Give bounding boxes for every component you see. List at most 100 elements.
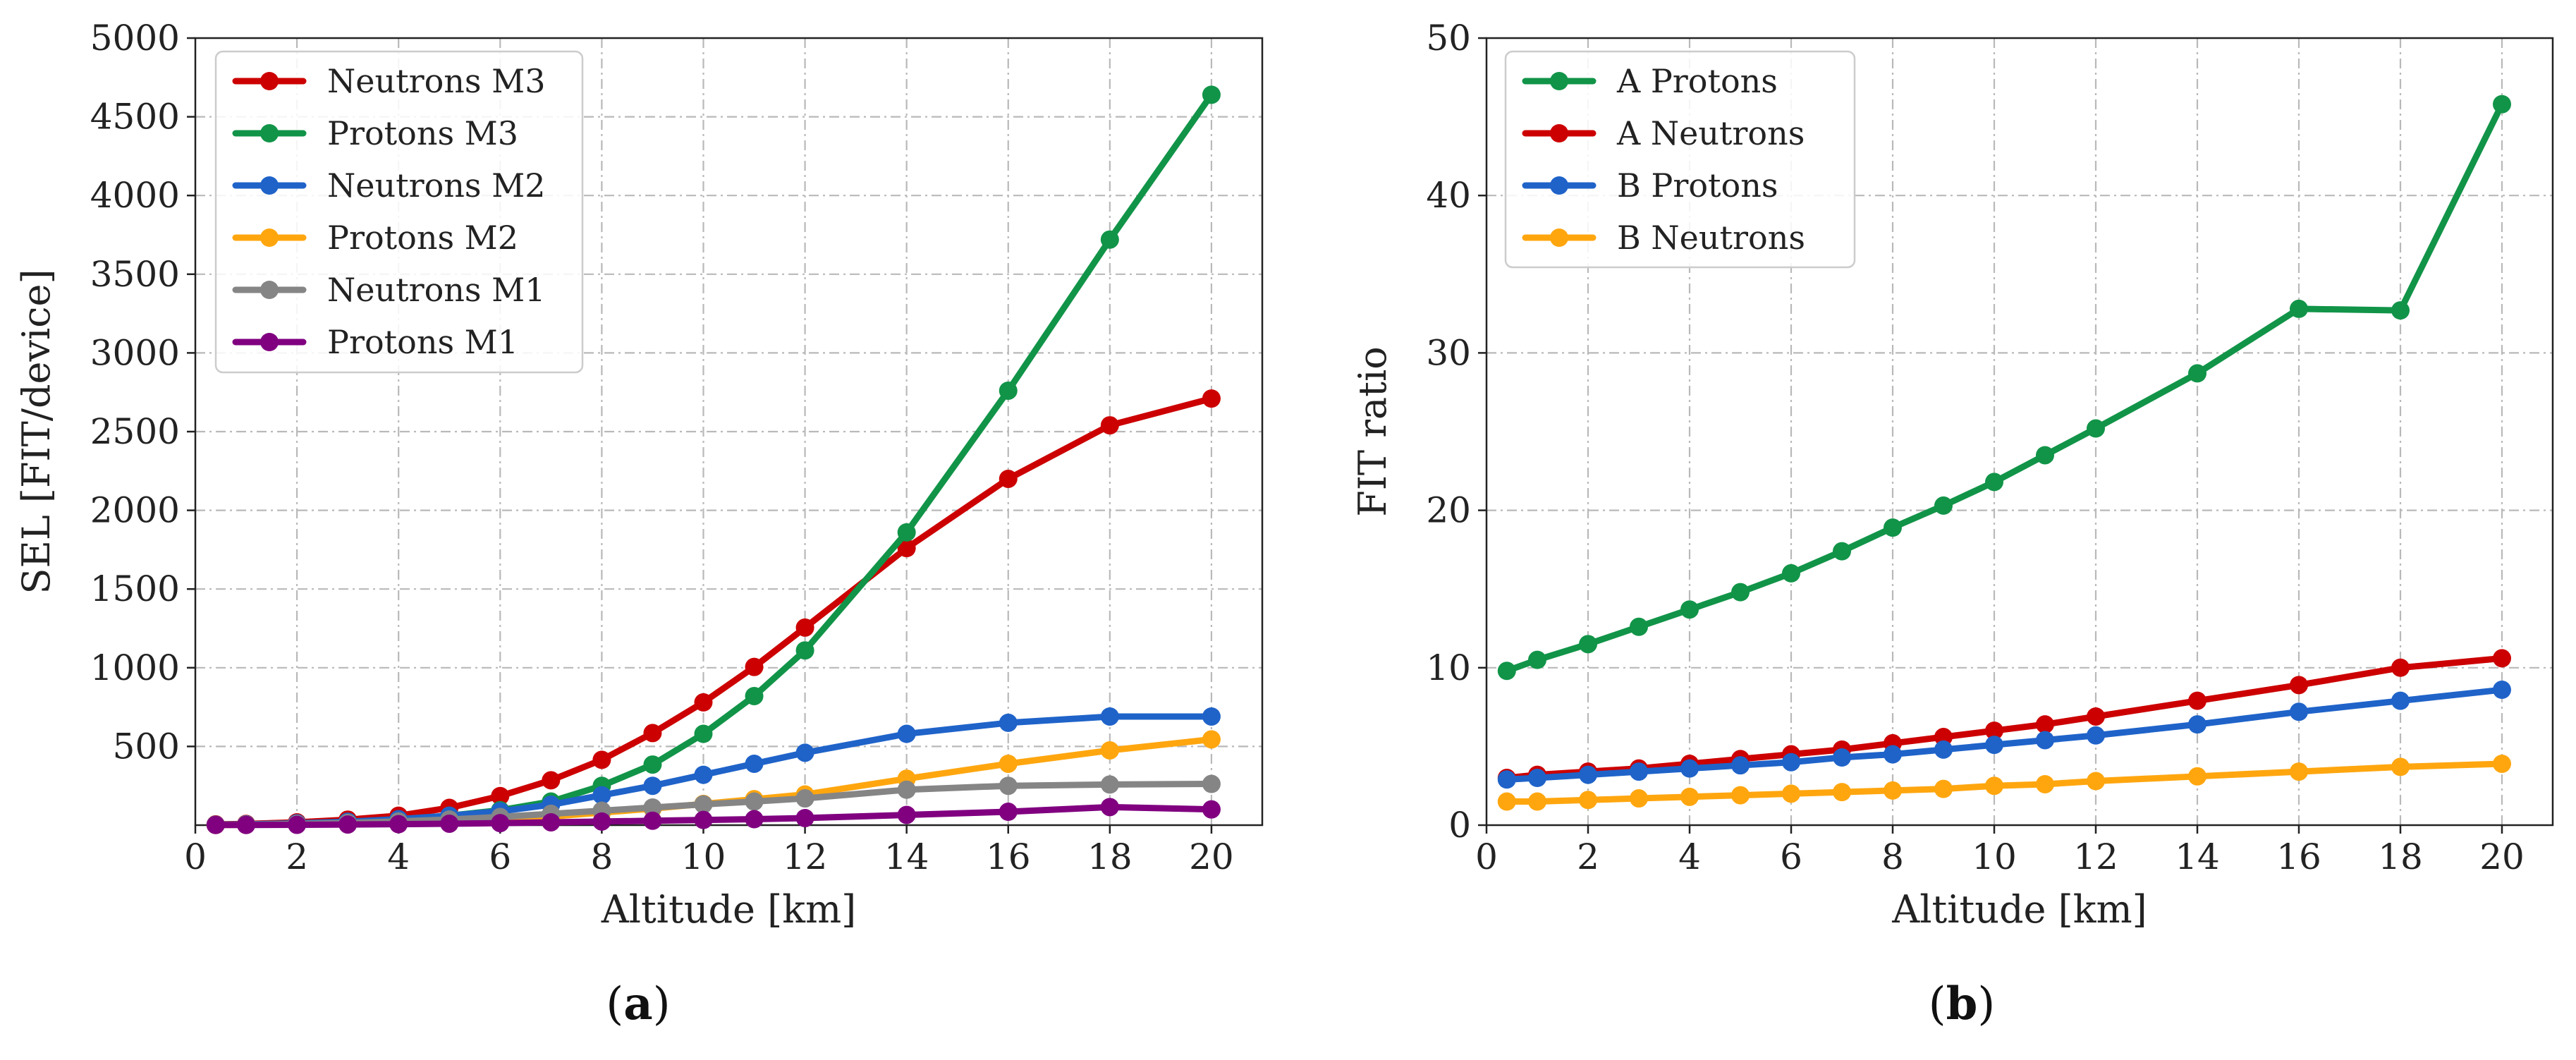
x-tick-label: 2 bbox=[286, 836, 308, 877]
x-tick-label: 8 bbox=[590, 836, 613, 877]
data-point bbox=[1100, 416, 1119, 435]
data-point bbox=[1680, 787, 1699, 806]
data-point bbox=[2493, 649, 2511, 668]
data-point bbox=[2493, 754, 2511, 773]
y-tick-label: 30 bbox=[1426, 332, 1471, 373]
legend-label: A Neutrons bbox=[1616, 114, 1805, 152]
data-point bbox=[1934, 779, 1953, 798]
legend-swatch-marker bbox=[260, 124, 279, 142]
data-point bbox=[1100, 775, 1119, 794]
data-point bbox=[542, 771, 561, 790]
data-point bbox=[694, 765, 713, 784]
chart-panel-b: 0 2 4 6 8 10 12 14 16 18 20 0 10 20 30 40 50 Altitude [km… bbox=[1350, 18, 2554, 1030]
data-point bbox=[2391, 757, 2410, 776]
y-tick-label: 3500 bbox=[90, 254, 180, 295]
caption-letter: b bbox=[1946, 977, 1978, 1030]
data-point bbox=[795, 641, 814, 660]
data-point bbox=[206, 815, 225, 834]
legend-swatch-marker bbox=[260, 333, 279, 351]
y-tick-label: 10 bbox=[1426, 647, 1471, 688]
y-tick-label: 4000 bbox=[90, 175, 180, 216]
data-point bbox=[694, 693, 713, 712]
x-tick-label: 14 bbox=[2175, 836, 2220, 877]
legend-swatch-marker bbox=[260, 229, 279, 247]
caption-paren-open: ( bbox=[606, 978, 623, 1030]
legend-swatch-marker bbox=[260, 281, 279, 299]
y-tick-label: 2000 bbox=[90, 490, 180, 531]
data-point bbox=[1630, 617, 1648, 636]
legend-box bbox=[1504, 50, 1856, 269]
data-point bbox=[1680, 759, 1699, 778]
data-point bbox=[2188, 364, 2206, 383]
legend-swatch-marker bbox=[1550, 229, 1568, 247]
legend-label: A Protons bbox=[1616, 62, 1778, 100]
data-point bbox=[2087, 419, 2105, 438]
y-tick-label: 4500 bbox=[90, 97, 180, 138]
data-point bbox=[795, 618, 814, 637]
y-tick-label: 1500 bbox=[90, 568, 180, 609]
data-point bbox=[2036, 774, 2054, 793]
data-point bbox=[542, 812, 561, 831]
data-point bbox=[592, 812, 611, 831]
data-point bbox=[1833, 542, 1851, 561]
data-point bbox=[1528, 650, 1546, 669]
data-point bbox=[745, 792, 764, 811]
data-point bbox=[1528, 769, 1546, 788]
data-point bbox=[1100, 707, 1119, 726]
x-tick-label: 16 bbox=[986, 836, 1031, 877]
data-point bbox=[1579, 635, 1597, 654]
data-point bbox=[795, 743, 814, 762]
data-point bbox=[2036, 446, 2054, 465]
data-point bbox=[694, 795, 713, 814]
data-point bbox=[745, 686, 764, 705]
panel-caption: (a) bbox=[606, 977, 670, 1030]
data-point bbox=[1985, 776, 2003, 796]
data-point bbox=[1934, 496, 1953, 515]
data-point bbox=[1100, 798, 1119, 817]
data-point bbox=[2391, 301, 2410, 320]
data-point bbox=[795, 808, 814, 827]
data-point bbox=[1985, 721, 2003, 741]
data-point bbox=[1630, 762, 1648, 781]
data-point bbox=[897, 780, 916, 799]
y-axis-label: FIT ratio bbox=[1350, 346, 1395, 516]
data-point bbox=[1833, 748, 1851, 767]
y-tick-label: 20 bbox=[1426, 490, 1471, 531]
data-point bbox=[2087, 726, 2105, 745]
y-axis-label: SEL [FIT/device] bbox=[14, 269, 59, 594]
legend-swatch-marker bbox=[1550, 72, 1568, 90]
x-tick-label: 14 bbox=[884, 836, 929, 877]
data-point bbox=[2087, 707, 2105, 726]
data-point bbox=[745, 810, 764, 829]
data-point bbox=[1202, 800, 1221, 819]
x-tick-label: 18 bbox=[1087, 836, 1133, 877]
data-point bbox=[1680, 600, 1699, 619]
x-tick-label: 16 bbox=[2276, 836, 2321, 877]
data-point bbox=[2290, 762, 2308, 781]
data-point bbox=[1731, 786, 1750, 805]
data-point bbox=[897, 724, 916, 743]
x-tick-label: 10 bbox=[681, 836, 726, 877]
x-tick-label: 8 bbox=[1881, 836, 1904, 877]
legend-label: Neutrons M3 bbox=[327, 62, 546, 100]
data-point bbox=[643, 776, 662, 796]
x-tick-label: 12 bbox=[2073, 836, 2118, 877]
x-tick-label: 4 bbox=[387, 836, 410, 877]
data-point bbox=[643, 811, 662, 830]
data-point bbox=[1884, 781, 1902, 800]
data-point bbox=[1497, 662, 1516, 681]
data-point bbox=[237, 815, 256, 834]
y-tick-label: 0 bbox=[1448, 805, 1471, 846]
data-point bbox=[592, 786, 611, 805]
x-axis-label: Altitude [km] bbox=[1891, 887, 2147, 932]
data-point bbox=[2391, 658, 2410, 677]
data-point bbox=[1497, 792, 1516, 811]
data-point bbox=[999, 754, 1018, 773]
data-point bbox=[999, 776, 1018, 796]
data-point bbox=[1731, 756, 1750, 775]
y-tick-label: 1000 bbox=[90, 647, 180, 688]
data-point bbox=[592, 750, 611, 769]
data-point bbox=[389, 815, 408, 834]
x-tick-label: 10 bbox=[1972, 836, 2017, 877]
